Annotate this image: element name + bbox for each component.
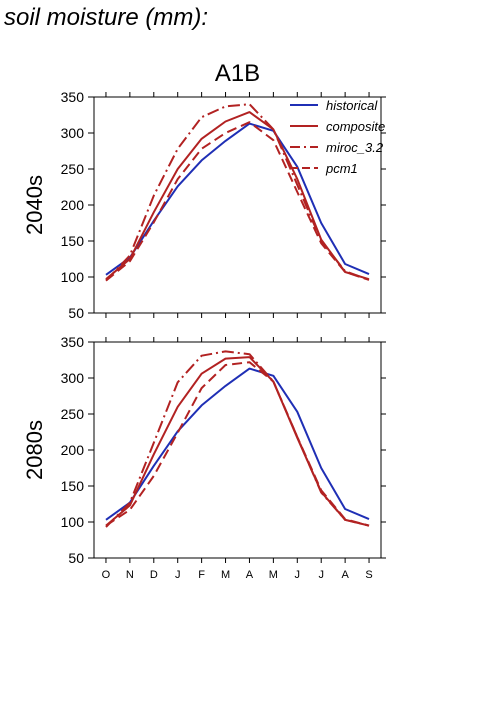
x-tick-label: A bbox=[246, 569, 254, 581]
series-line-historical bbox=[105, 122, 370, 276]
x-tick-label: J bbox=[318, 569, 324, 581]
legend-label: historical bbox=[326, 98, 378, 113]
y-tick-label: 100 bbox=[61, 514, 85, 530]
y-tick-label: 350 bbox=[61, 334, 85, 350]
y-tick-label: 250 bbox=[61, 406, 85, 422]
series-line-miroc-3-2 bbox=[105, 103, 370, 282]
y-tick-label: 50 bbox=[68, 550, 84, 566]
x-tick-label: D bbox=[150, 569, 158, 581]
x-tick-label: J bbox=[175, 569, 181, 581]
legend-label: pcm1 bbox=[325, 161, 358, 176]
x-tick-label: S bbox=[365, 569, 372, 581]
y-tick-label: 350 bbox=[61, 89, 85, 105]
chart-title: A1B bbox=[215, 60, 260, 87]
y-tick-label: 200 bbox=[61, 442, 85, 458]
x-tick-label: F bbox=[198, 569, 205, 581]
y-tick-label: 50 bbox=[68, 305, 84, 321]
plot-frame-2 bbox=[93, 341, 382, 559]
series-line-pcm1 bbox=[105, 361, 370, 527]
legend-label: miroc_3.2 bbox=[326, 140, 384, 155]
x-tick-label: N bbox=[126, 569, 134, 581]
x-tick-label: O bbox=[102, 569, 111, 581]
legend-label: composite bbox=[326, 119, 385, 134]
y-tick-label: 200 bbox=[61, 197, 85, 213]
y-tick-label: 300 bbox=[61, 125, 85, 141]
y-tick-label: 250 bbox=[61, 161, 85, 177]
y-axis-label: 2040s bbox=[22, 175, 47, 235]
x-tick-label: M bbox=[221, 569, 230, 581]
page-heading: soil moisture (mm): bbox=[4, 4, 209, 31]
y-tick-label: 100 bbox=[61, 269, 85, 285]
x-tick-label: J bbox=[295, 569, 301, 581]
y-axis-label: 2080s bbox=[22, 420, 47, 480]
y-tick-label: 300 bbox=[61, 370, 85, 386]
y-tick-label: 150 bbox=[61, 478, 85, 494]
y-tick-label: 150 bbox=[61, 233, 85, 249]
series-line-pcm1 bbox=[105, 121, 370, 282]
x-tick-label: M bbox=[269, 569, 278, 581]
x-tick-label: A bbox=[341, 569, 349, 581]
series-line-historical bbox=[105, 367, 370, 521]
